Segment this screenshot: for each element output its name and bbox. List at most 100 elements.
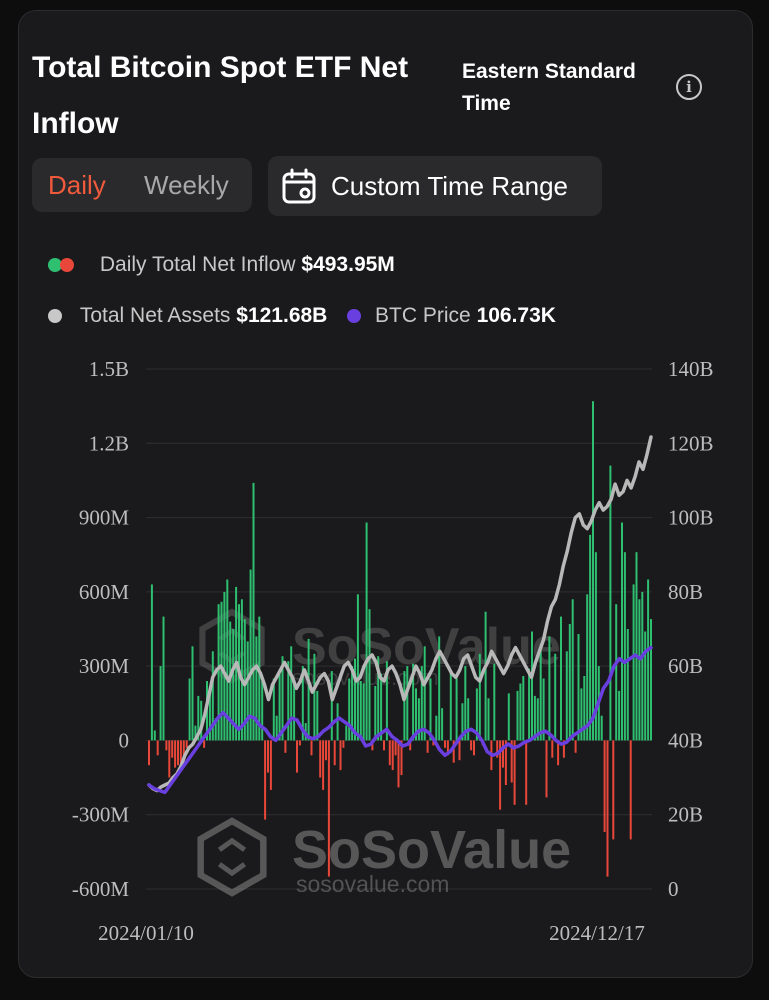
inflow-bar	[403, 671, 406, 741]
inflow-bar	[150, 584, 153, 741]
y-left-tick-label: 1.5B	[89, 357, 129, 381]
inflow-bar	[174, 740, 177, 768]
inflow-bar	[594, 552, 597, 741]
inflow-bar	[200, 700, 203, 741]
inflow-bar	[249, 569, 252, 741]
inflow-bar	[554, 653, 557, 741]
inflow-bar	[632, 584, 635, 741]
info-icon[interactable]: i	[676, 74, 702, 100]
inflow-bar	[621, 522, 623, 741]
inflow-bar	[211, 651, 214, 741]
inflow-bar	[290, 646, 293, 741]
inflow-bar	[467, 698, 470, 741]
tab-daily[interactable]: Daily	[48, 170, 106, 200]
inflow-bar	[348, 678, 351, 741]
timezone-label[interactable]: Eastern Standard Time	[462, 60, 636, 115]
inflow-bar	[473, 740, 475, 756]
inflow-bar	[560, 616, 562, 741]
inflow-bar	[507, 693, 510, 741]
inflow-bar	[635, 552, 638, 741]
btc-price-line	[147, 645, 653, 795]
y-right-tick-label: 80B	[668, 580, 703, 604]
inflow-bar	[313, 653, 316, 741]
y-right-tick-label: 20B	[668, 803, 703, 827]
inflow-bar	[354, 658, 356, 741]
inflow-bar	[626, 629, 629, 741]
inflow-bar	[417, 698, 420, 741]
inflow-bar	[562, 740, 565, 758]
inflow-bar	[258, 616, 261, 741]
legend-daily-inflow[interactable]: Daily Total Net Inflow $493.95M	[48, 253, 395, 277]
inflow-bar	[148, 740, 150, 766]
legend-daily-inflow-value: $493.95M	[301, 253, 395, 276]
inflow-bar	[510, 740, 513, 783]
inflow-bar	[223, 591, 226, 741]
y-right-tick-label: 100B	[668, 506, 714, 530]
inflow-bar	[423, 646, 426, 741]
custom-time-range-button[interactable]: Custom Time Range	[268, 156, 602, 216]
inflow-bar	[298, 740, 301, 746]
tab-weekly[interactable]: Weekly	[144, 170, 229, 200]
inflow-bar	[255, 636, 258, 741]
inflow-bar	[446, 740, 449, 756]
inflow-bar	[545, 740, 548, 798]
inflow-bar	[592, 401, 594, 741]
inflow-bar	[371, 740, 374, 751]
inflow-bar	[522, 676, 525, 741]
inflow-bar	[267, 740, 269, 773]
legend-net-assets[interactable]: Total Net Assets $121.68B BTC Price 106.…	[48, 304, 556, 328]
inflow-bar	[568, 624, 571, 741]
inflow-bar	[586, 594, 589, 741]
inflow-bar	[168, 740, 171, 778]
inflow-bar	[429, 678, 432, 741]
watermark-url: sosovalue.com	[296, 871, 449, 897]
inflow-bar	[362, 683, 365, 741]
y-left-tick-label: 1.2B	[89, 431, 129, 455]
inflow-bar	[583, 676, 586, 741]
y-left-tick-label: -300M	[72, 803, 129, 827]
inflow-bar	[159, 666, 162, 741]
inflow-bar	[385, 661, 388, 741]
inflow-bar	[406, 666, 409, 741]
y-left-tick-label: 600M	[79, 580, 130, 604]
inflow-bar	[281, 656, 284, 741]
y-right-tick-label: 60B	[668, 654, 703, 678]
inflow-bar	[647, 579, 650, 741]
inflow-bar	[420, 666, 423, 741]
inflow-bar	[650, 619, 652, 741]
inflow-bar	[214, 718, 217, 741]
inflow-bar	[475, 688, 478, 741]
inflow-bar	[487, 698, 490, 741]
inflow-bar	[525, 740, 528, 805]
y-left-tick-label: 900M	[79, 506, 130, 530]
x-tick-label: 2024/12/17	[549, 921, 645, 945]
inflow-bar	[415, 688, 417, 741]
y-left-tick-label: 0	[119, 728, 130, 752]
inflow-bar	[435, 715, 438, 741]
inflow-bar	[261, 681, 264, 741]
inflow-bar	[615, 604, 618, 741]
inflow-bar	[162, 616, 165, 741]
inflow-bar	[197, 695, 200, 741]
inflow-bar	[319, 740, 322, 778]
inflow-bar	[383, 740, 385, 751]
inflow-bar	[171, 740, 174, 758]
inflow-bar	[496, 740, 499, 758]
inflow-bar	[380, 673, 383, 741]
inflow-bar	[391, 740, 394, 771]
inflow-bar	[287, 661, 290, 741]
inflow-bar	[458, 740, 461, 761]
inflow-bar	[449, 671, 452, 741]
inflow-bar	[232, 629, 235, 741]
inflow-bar	[246, 641, 249, 741]
inflow-bar	[356, 594, 359, 741]
inflow-bar	[226, 579, 229, 741]
inflow-bar	[269, 740, 272, 790]
x-tick-label: 2024/01/10	[98, 921, 194, 945]
inflow-bar	[272, 678, 275, 741]
inflow-bar	[609, 465, 612, 741]
inflow-bar	[388, 740, 391, 766]
inflow-bar	[432, 740, 435, 746]
inflow-bar	[603, 740, 606, 832]
